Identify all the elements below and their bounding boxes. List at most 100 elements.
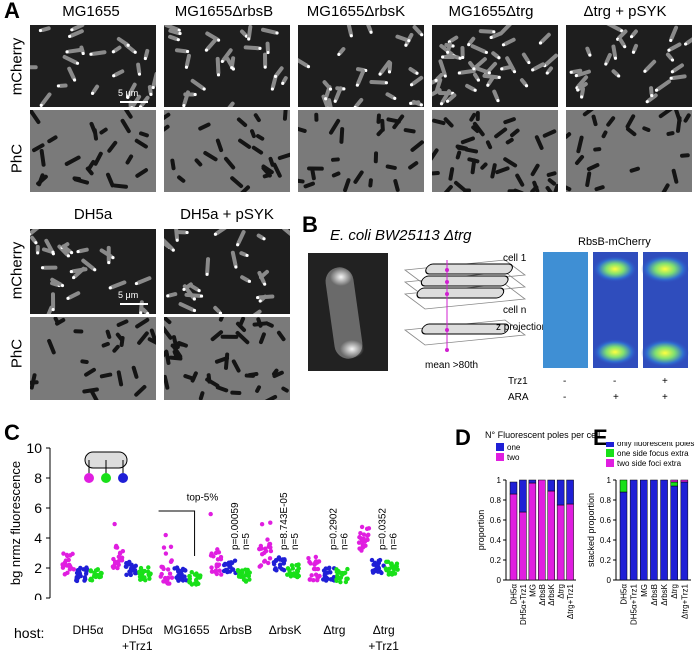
pole-spot bbox=[61, 284, 64, 287]
c-point bbox=[312, 567, 316, 571]
cell bbox=[237, 138, 252, 150]
bar-ytick-label: 0.4 bbox=[600, 536, 612, 545]
c-point bbox=[210, 569, 214, 573]
c-nvalue: n=6 bbox=[389, 533, 400, 550]
cell bbox=[78, 247, 90, 253]
cell bbox=[216, 57, 221, 75]
c-point bbox=[169, 560, 173, 564]
pole-spot bbox=[205, 273, 208, 276]
cell bbox=[230, 391, 241, 396]
c-point bbox=[176, 577, 180, 581]
cell bbox=[440, 184, 454, 192]
bar-segment bbox=[529, 483, 536, 580]
c-point bbox=[386, 560, 390, 564]
panel-b-letter: B bbox=[302, 212, 318, 238]
cell bbox=[328, 118, 341, 135]
c-point bbox=[315, 578, 319, 582]
heatmaps bbox=[543, 252, 693, 370]
cell bbox=[136, 276, 152, 286]
micrograph-phc-trg bbox=[432, 110, 558, 192]
panel-a-title-3: MG1655ΔrbsK bbox=[295, 3, 417, 20]
pole-spot bbox=[200, 294, 203, 297]
cond-ara-label: ARA bbox=[508, 392, 529, 403]
pole-spot bbox=[205, 49, 208, 52]
cell bbox=[73, 329, 83, 334]
bar-category-label: ΔrbsB bbox=[538, 584, 547, 606]
cell bbox=[676, 116, 682, 133]
bar-category-label: Δtrg+Trz1 bbox=[680, 583, 689, 619]
c-point bbox=[344, 580, 348, 584]
cell bbox=[307, 166, 324, 170]
bar-segment bbox=[630, 480, 637, 580]
c-point bbox=[395, 561, 399, 565]
cell bbox=[680, 153, 690, 158]
cell bbox=[683, 113, 692, 124]
cell bbox=[403, 128, 416, 134]
c-point bbox=[166, 567, 170, 571]
pole-spot bbox=[149, 93, 152, 96]
cell bbox=[470, 44, 487, 55]
pole-spot bbox=[337, 53, 340, 56]
c-point bbox=[392, 567, 396, 571]
pole-spot bbox=[388, 70, 391, 73]
cell bbox=[479, 29, 494, 34]
cell bbox=[175, 48, 188, 53]
bar-segment bbox=[671, 482, 678, 486]
pole-spot bbox=[39, 29, 42, 32]
cell bbox=[116, 319, 129, 328]
bar-segment bbox=[557, 480, 564, 505]
cell bbox=[469, 112, 477, 122]
micrograph-mcherry-rbsk bbox=[298, 25, 424, 107]
micrograph-phc-rbsb bbox=[164, 110, 290, 192]
pole-spot bbox=[70, 28, 73, 31]
pole-spot bbox=[498, 76, 501, 79]
pole-spot bbox=[350, 34, 353, 37]
c-point bbox=[282, 568, 286, 572]
cell bbox=[343, 178, 352, 192]
legend-label: two bbox=[507, 453, 520, 462]
c-point bbox=[266, 561, 270, 565]
c-point bbox=[360, 525, 364, 529]
c-point bbox=[342, 571, 346, 575]
cell bbox=[460, 46, 464, 58]
c-point bbox=[379, 571, 383, 575]
pole-spot bbox=[57, 84, 60, 87]
pole-spot bbox=[324, 97, 327, 100]
pole-spot bbox=[182, 288, 185, 291]
cell bbox=[182, 90, 191, 106]
panel-a-title-4: MG1655Δtrg bbox=[430, 3, 552, 20]
pole-spot bbox=[444, 74, 447, 77]
label-cell-1: cell 1 bbox=[503, 253, 526, 264]
c-point bbox=[339, 575, 343, 579]
bar-segment bbox=[567, 480, 574, 504]
pole-spot bbox=[52, 308, 55, 311]
c-point bbox=[308, 578, 312, 582]
pole-spot bbox=[178, 32, 181, 35]
c-point bbox=[371, 570, 375, 574]
c-point bbox=[113, 560, 117, 564]
panel-a-title-7: DH5a + pSYK bbox=[164, 206, 290, 223]
c-point bbox=[84, 565, 88, 569]
cell bbox=[164, 124, 170, 133]
c-point bbox=[124, 564, 128, 568]
pole-spot bbox=[588, 53, 591, 56]
c-point bbox=[208, 512, 212, 516]
c-point bbox=[219, 572, 223, 576]
c-point bbox=[288, 572, 292, 576]
cond-trz1-v2: - bbox=[613, 376, 616, 387]
cell bbox=[113, 183, 129, 189]
pole-spot bbox=[214, 233, 217, 236]
pole-spot bbox=[109, 286, 112, 289]
cell bbox=[64, 155, 81, 167]
bar-segment bbox=[620, 480, 627, 492]
pole-spot bbox=[72, 276, 75, 279]
c-point bbox=[228, 565, 232, 569]
bar-segment bbox=[510, 494, 517, 580]
cell bbox=[221, 335, 239, 339]
panel-d-title: N° Fluorescent poles per cell bbox=[485, 430, 600, 440]
cell bbox=[642, 126, 651, 133]
legend-swatch bbox=[606, 449, 614, 457]
c-point bbox=[222, 563, 226, 567]
